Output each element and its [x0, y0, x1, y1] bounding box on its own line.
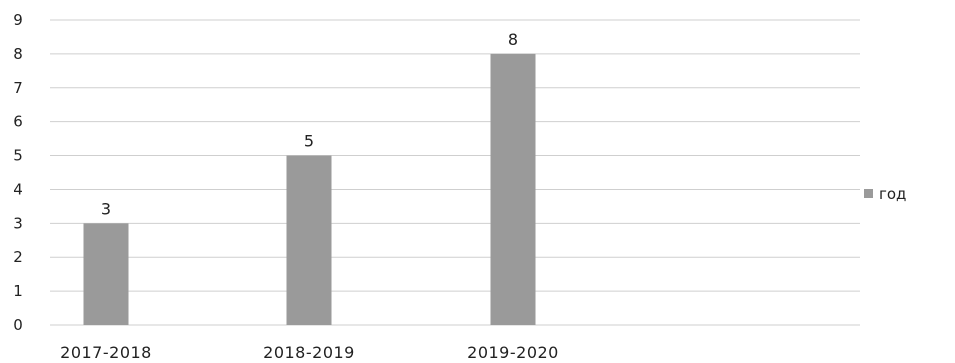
x-category-label: 2017-2018	[60, 343, 152, 362]
bars	[83, 53, 536, 326]
data-labels: 3 5 8	[101, 30, 518, 218]
bar	[83, 223, 129, 325]
y-tick-label: 3	[13, 214, 23, 232]
y-tick-label: 5	[13, 147, 23, 165]
x-category-label: 2018-2019	[263, 343, 355, 362]
x-axis-categories: 2017-2018 2018-2019 2019-2020	[60, 343, 559, 362]
data-label: 5	[304, 132, 314, 151]
y-tick-label: 0	[13, 316, 23, 334]
bar	[286, 155, 332, 325]
y-tick-label: 4	[13, 180, 23, 198]
data-label: 8	[508, 30, 518, 49]
y-axis-ticks: 0 1 2 3 4 5 6 7 8 9	[13, 11, 23, 334]
y-tick-label: 8	[13, 45, 23, 63]
legend-swatch	[864, 189, 873, 198]
bar	[490, 53, 536, 326]
y-tick-label: 7	[13, 79, 23, 97]
legend-label: год	[879, 185, 906, 203]
legend: год	[864, 185, 906, 203]
x-category-label: 2019-2020	[467, 343, 559, 362]
y-tick-label: 1	[13, 282, 23, 300]
y-tick-label: 9	[13, 11, 23, 29]
data-label: 3	[101, 199, 111, 218]
y-tick-label: 6	[13, 113, 23, 131]
y-tick-label: 2	[13, 248, 23, 266]
grid-lines	[50, 19, 860, 326]
